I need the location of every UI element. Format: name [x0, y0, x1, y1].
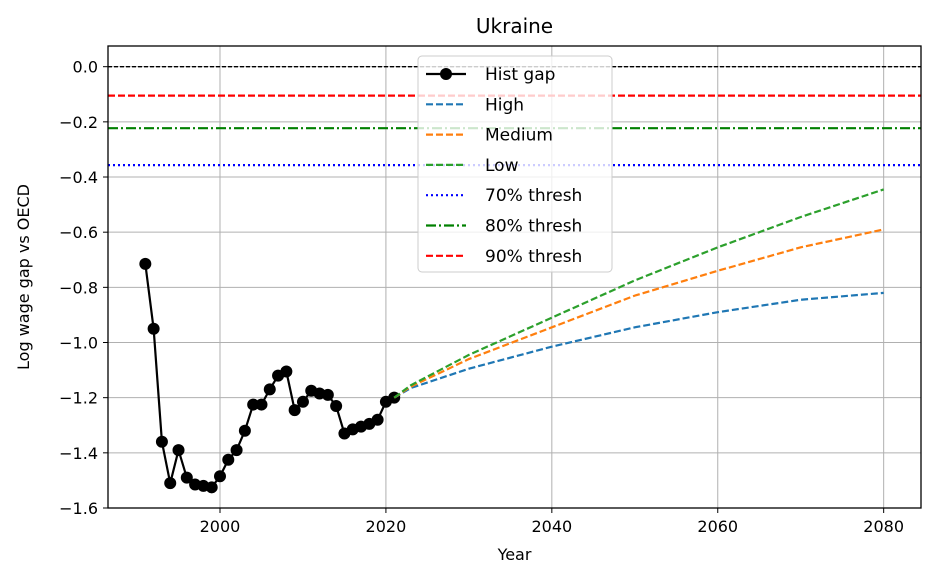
legend: Hist gap High Medium Low 70% thresh 80% thres…: [417, 55, 613, 273]
series-line-low: [393, 188, 885, 399]
y-axis-title: Log wage gap vs OECD: [14, 184, 33, 370]
data-point-hist-gap: [288, 404, 301, 417]
y-tick-label: −0.6: [59, 223, 98, 242]
x-tick-label: 2020: [366, 517, 407, 536]
data-point-hist-gap: [180, 471, 193, 484]
legend-label-90-thresh: 90% thresh: [485, 247, 582, 267]
data-point-hist-gap: [213, 470, 226, 483]
data-point-hist-gap: [205, 481, 218, 494]
x-tick-label: 2080: [863, 517, 904, 536]
data-point-hist-gap: [172, 444, 185, 457]
axis-ticks: 2000 2020 2040 2060 2080 0.0 −0.2 −0.4 −0.6 −0.8 −…: [59, 58, 904, 536]
series-line-medium: [393, 228, 884, 399]
legend-label-high: High: [485, 95, 524, 115]
legend-label-low: Low: [485, 156, 519, 176]
data-point-hist-gap: [280, 365, 293, 378]
data-point-hist-gap: [296, 395, 309, 408]
data-point-hist-gap: [147, 322, 160, 335]
data-point-hist-gap: [139, 257, 152, 270]
legend-label-80-thresh: 80% thresh: [485, 217, 582, 237]
data-point-hist-gap: [155, 435, 168, 448]
axes-frame: [107, 45, 922, 509]
data-point-hist-gap: [238, 424, 251, 437]
data-point-hist-gap: [164, 477, 177, 490]
chart-title: Ukraine: [476, 14, 553, 38]
data-point-hist-gap: [263, 383, 276, 396]
series-line-high: [393, 291, 884, 399]
legend-label-hist-gap: Hist gap: [485, 65, 555, 85]
y-tick-label: −0.4: [59, 168, 98, 187]
data-point-hist-gap: [247, 398, 260, 411]
legend-label-70-thresh: 70% thresh: [485, 186, 582, 206]
y-tick-label: 0.0: [73, 58, 98, 77]
legend-marker-hist-gap: [440, 68, 452, 80]
data-point-hist-gap: [321, 388, 334, 401]
data-point-hist-gap: [222, 453, 235, 466]
y-tick-label: −1.4: [59, 444, 98, 463]
legend-label-medium: Medium: [485, 126, 553, 146]
x-axis-title: Year: [497, 545, 532, 564]
y-tick-label: −0.2: [59, 113, 98, 132]
x-tick-label: 2040: [531, 517, 572, 536]
plot-area: [108, 66, 921, 494]
data-point-hist-gap: [230, 444, 243, 457]
data-point-hist-gap: [330, 399, 343, 412]
legend-box: [417, 55, 613, 273]
data-point-hist-gap: [255, 398, 268, 411]
y-tick-label: −1.2: [59, 389, 98, 408]
x-tick-label: 2060: [697, 517, 738, 536]
y-tick-label: −1.6: [59, 499, 98, 518]
y-tick-label: −0.8: [59, 278, 98, 297]
y-tick-label: −1.0: [59, 334, 98, 353]
x-tick-label: 2000: [200, 517, 241, 536]
data-point-hist-gap: [371, 413, 384, 426]
